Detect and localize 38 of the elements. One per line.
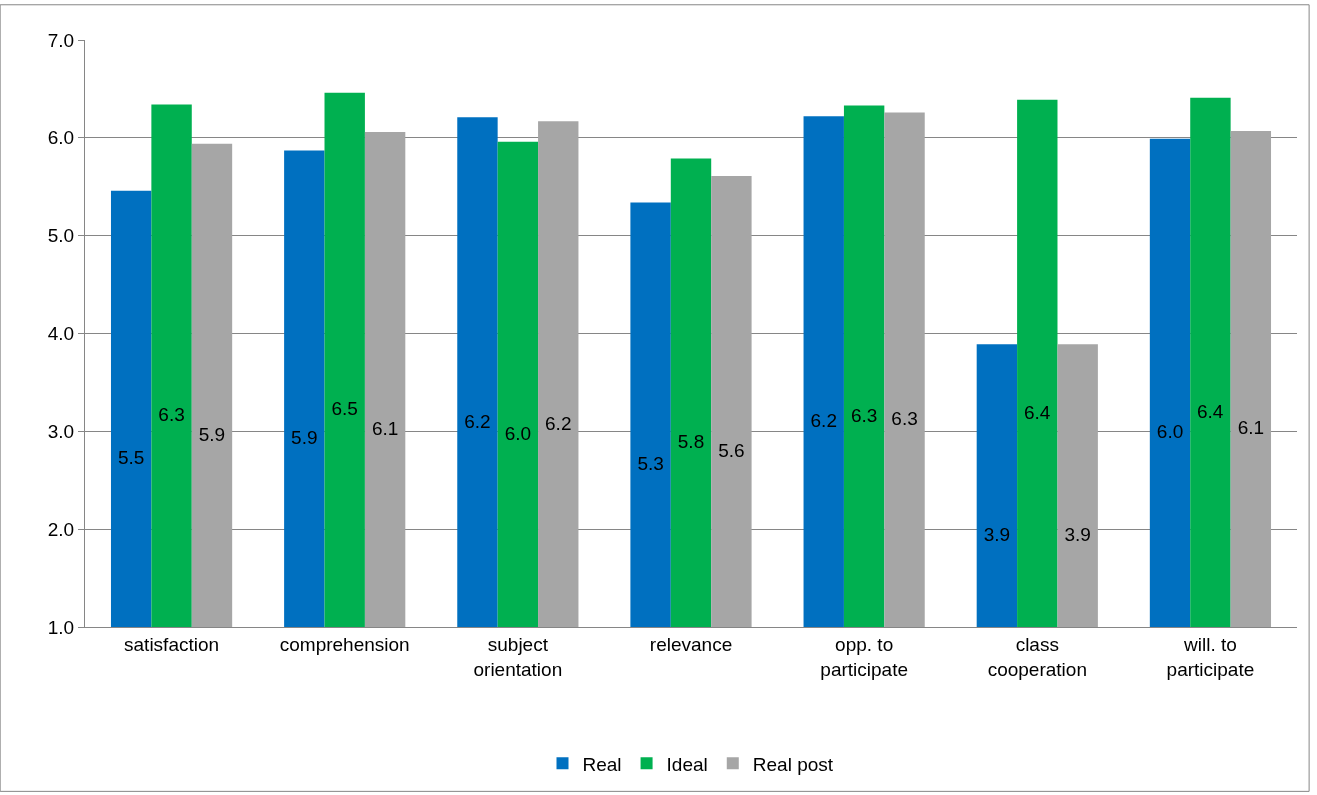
data-label: 6.3 <box>850 404 878 426</box>
data-label: 6.0 <box>1156 421 1184 443</box>
y-tick-label: 1.0 <box>47 616 75 638</box>
y-tick-label: 6.0 <box>47 127 75 149</box>
data-label: 5.8 <box>677 431 705 453</box>
data-label: 5.9 <box>291 427 318 449</box>
data-label: 5.3 <box>637 453 664 475</box>
data-label: 6.4 <box>1197 400 1224 422</box>
x-tick-label: comprehension <box>279 633 410 655</box>
data-label: 6.2 <box>810 410 837 432</box>
data-label: 5.6 <box>718 439 745 461</box>
y-tick-label: 2.0 <box>47 518 75 540</box>
y-tick-label: 3.0 <box>47 420 75 442</box>
x-tick-label: satisfaction <box>124 633 220 655</box>
data-label: 5.5 <box>117 447 145 469</box>
y-tick-label: 5.0 <box>47 225 75 247</box>
data-label: 6.0 <box>504 422 532 444</box>
y-tick-label: 7.0 <box>47 29 75 51</box>
data-label: 3.9 <box>1064 524 1091 546</box>
legend-label: Real post <box>752 753 834 775</box>
data-label: 6.3 <box>158 404 185 426</box>
x-tick-label: relevance <box>649 633 733 655</box>
data-label: 6.1 <box>1237 417 1265 439</box>
x-tick-label: will. to participate <box>1166 633 1255 680</box>
data-label: 6.5 <box>331 398 358 420</box>
x-tick-label: class cooperation <box>987 633 1087 680</box>
data-label: 6.3 <box>891 408 918 430</box>
x-tick-label: opp. to participate <box>820 633 908 680</box>
legend-label: Ideal <box>666 753 708 775</box>
data-label: 6.4 <box>1023 401 1051 423</box>
x-tick-label: subject orientation <box>473 633 563 680</box>
data-label: 3.9 <box>983 524 1011 546</box>
legend-label: Real <box>582 753 622 775</box>
data-label: 6.2 <box>545 412 572 434</box>
data-label: 6.2 <box>464 410 491 432</box>
data-label: 5.9 <box>198 423 226 445</box>
y-tick-label: 4.0 <box>47 323 75 345</box>
data-label: 6.1 <box>371 417 399 439</box>
